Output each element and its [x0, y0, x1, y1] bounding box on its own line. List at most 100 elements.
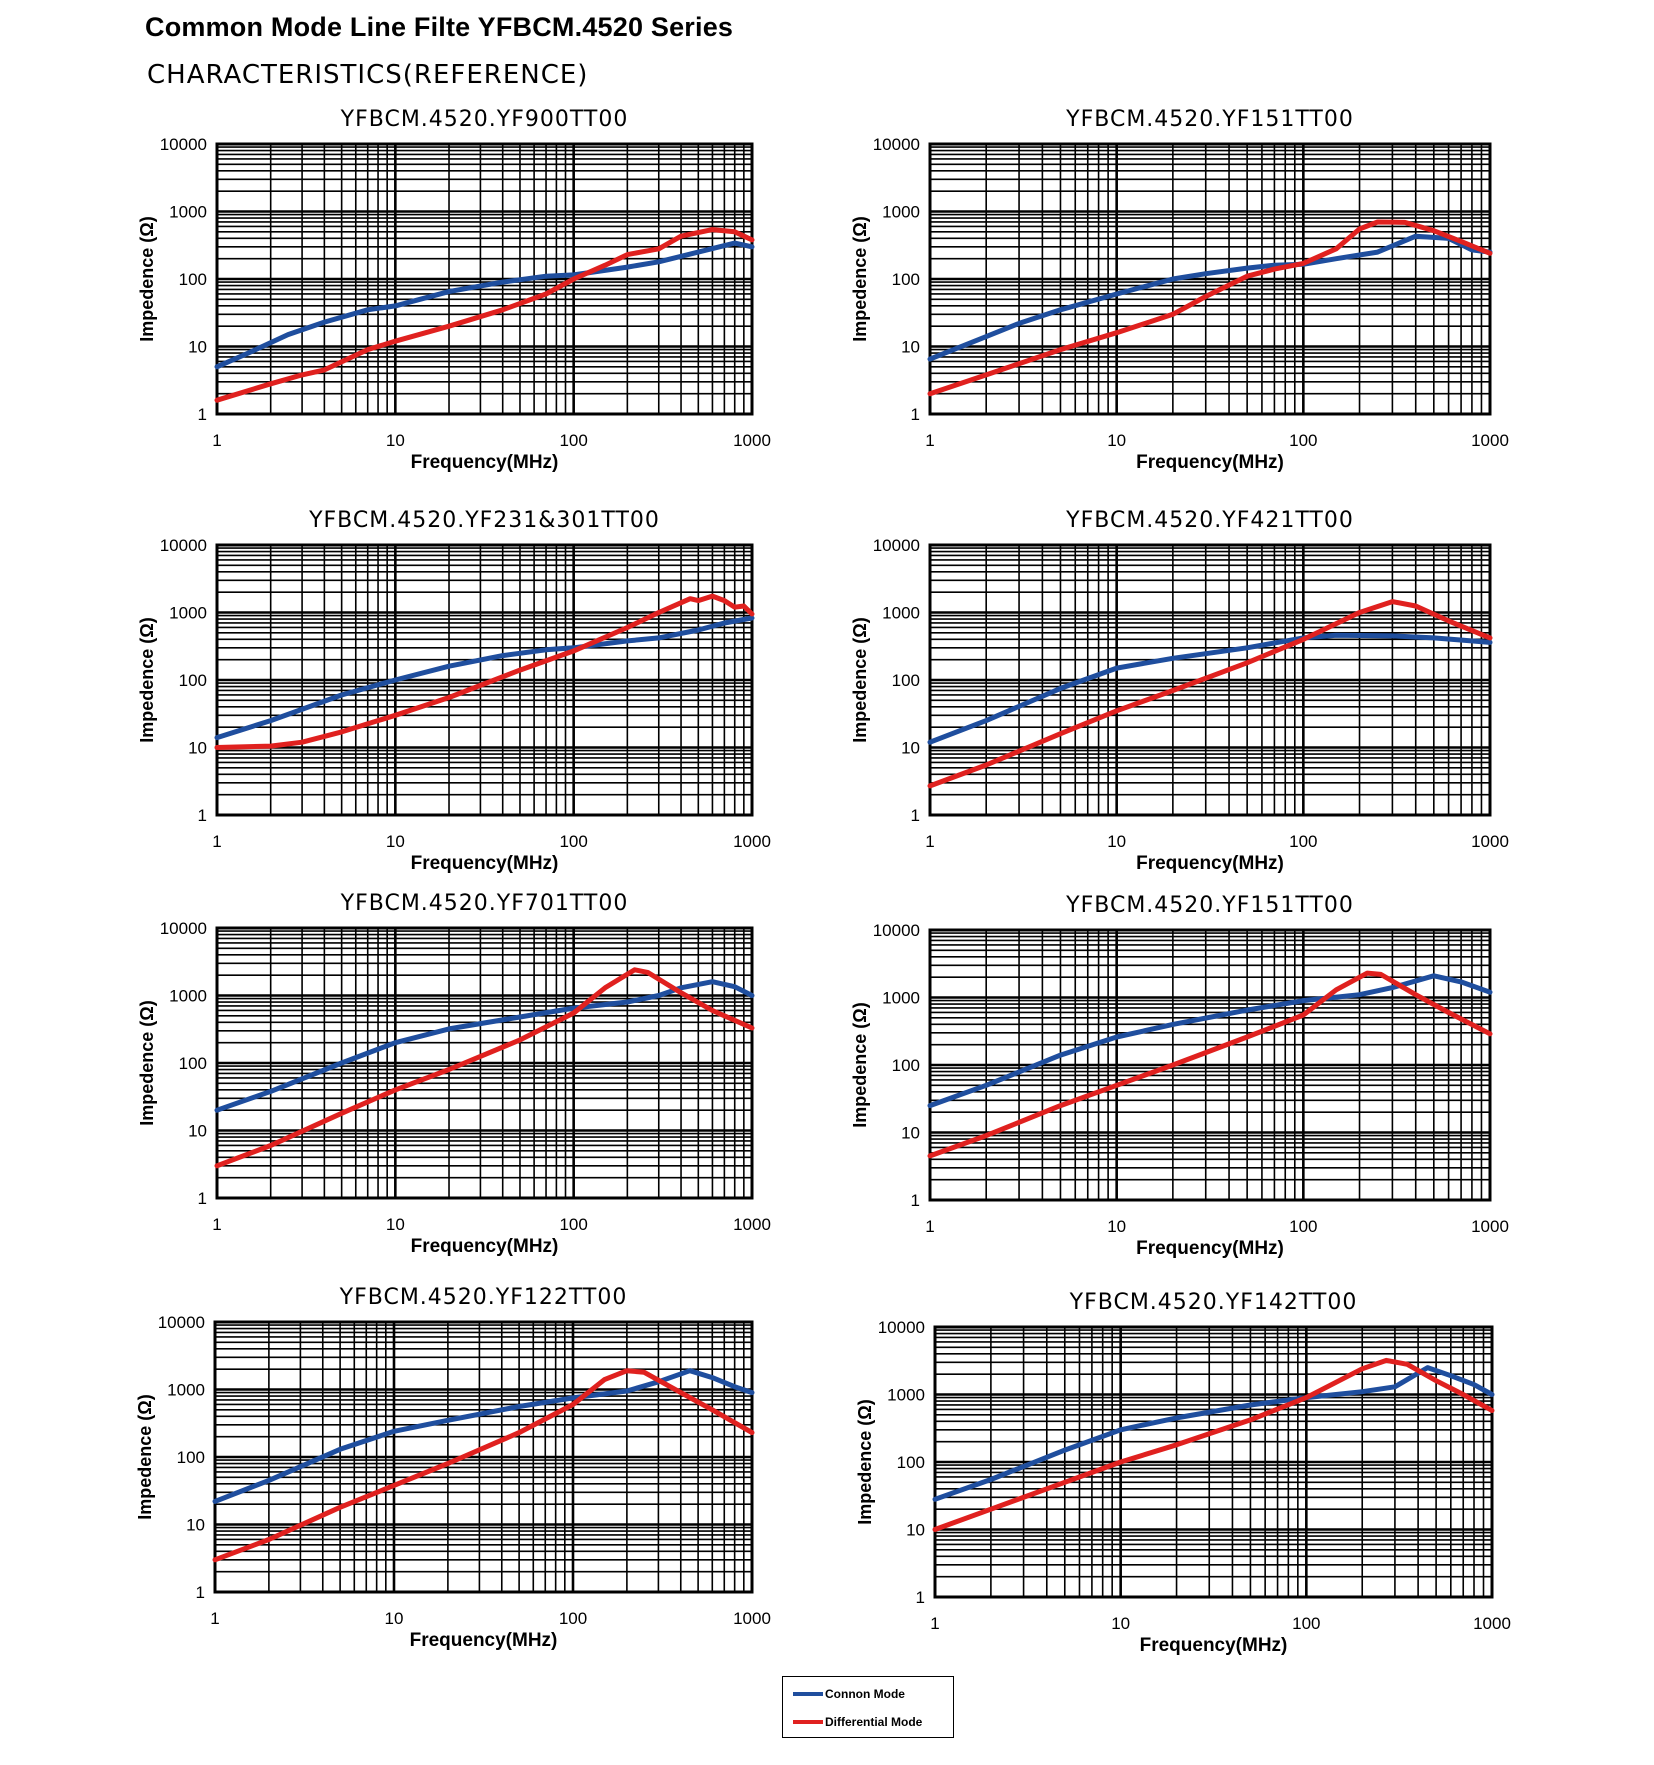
plot-frame	[933, 1325, 1494, 1599]
x-tick-label: 100	[1289, 1217, 1317, 1236]
plot-frame	[215, 543, 754, 817]
chart-grid	[928, 930, 1490, 1202]
y-tick-label: 1	[198, 1189, 207, 1208]
y-tick-label: 10000	[160, 135, 207, 154]
chart-4: YFBCM.4520.YF421TT00 1 10 100 1000 10000 1 10 10…	[850, 508, 1509, 874]
x-axis-label: Frequency(MHz)	[411, 853, 559, 874]
x-tick-label: 100	[559, 431, 587, 450]
y-tick-label: 1000	[169, 604, 207, 623]
y-axis-label: Impedence (Ω)	[850, 617, 870, 742]
x-tick-label: 10	[386, 832, 405, 851]
x-tick-label: 1000	[1471, 832, 1509, 851]
series-differential-mode	[927, 219, 1493, 397]
x-tick-label: 10	[386, 431, 405, 450]
series-common-mode	[927, 233, 1493, 362]
x-tick-label: 1	[930, 1614, 939, 1633]
y-tick-label: 1	[911, 1191, 920, 1210]
x-axis-label: Frequency(MHz)	[1136, 853, 1284, 874]
y-axis-label: Impedence (Ω)	[137, 617, 157, 742]
series-common-mode	[214, 240, 755, 370]
series-differential-mode	[214, 967, 755, 1169]
x-tick-label: 1000	[733, 1215, 771, 1234]
y-tick-label: 1000	[169, 987, 207, 1006]
y-tick-label: 100	[897, 1453, 925, 1472]
legend-label-differential-mode: Differential Mode	[825, 1715, 923, 1729]
chart-legend: Connon Mode Differential Mode	[782, 1676, 954, 1738]
chart-5: YFBCM.4520.YF701TT00 1 10 100 1000 10000 1 10 10…	[137, 891, 771, 1257]
y-tick-label: 1	[911, 405, 920, 424]
x-tick-label: 1000	[1471, 1217, 1509, 1236]
x-tick-label: 10	[1107, 832, 1126, 851]
x-tick-label: 10	[385, 1609, 404, 1628]
series-common-mode	[214, 979, 755, 1113]
chart-title: YFBCM.4520.YF421TT00	[1065, 508, 1354, 533]
x-axis-label: Frequency(MHz)	[1136, 1238, 1284, 1259]
legend-label-common-mode: Connon Mode	[825, 1687, 905, 1701]
y-axis-label: Impedence (Ω)	[850, 216, 870, 341]
plot-frame	[928, 543, 1492, 817]
y-tick-label: 1000	[167, 1381, 205, 1400]
x-tick-label: 100	[1289, 832, 1317, 851]
legend-swatch-differential-mode	[793, 1720, 823, 1724]
series-common-mode	[927, 632, 1493, 745]
x-tick-label: 100	[1292, 1614, 1320, 1633]
y-axis-label: Impedence (Ω)	[137, 216, 157, 341]
x-tick-label: 1	[925, 832, 934, 851]
x-tick-label: 1000	[1473, 1614, 1511, 1633]
series-common-mode	[214, 615, 755, 741]
chart-grid	[215, 545, 752, 817]
x-tick-label: 1	[212, 1215, 221, 1234]
y-tick-label: 100	[892, 1056, 920, 1075]
x-tick-label: 1000	[733, 1609, 771, 1628]
y-tick-label: 10	[188, 1122, 207, 1141]
x-axis-label: Frequency(MHz)	[411, 452, 559, 473]
x-tick-label: 100	[559, 1609, 587, 1628]
series-differential-mode	[932, 1357, 1495, 1532]
series-common-mode	[927, 973, 1493, 1109]
chart-title: YFBCM.4520.YF122TT00	[339, 1285, 628, 1310]
x-tick-label: 10	[1107, 431, 1126, 450]
x-tick-label: 100	[559, 832, 587, 851]
x-tick-label: 100	[1289, 431, 1317, 450]
y-tick-label: 10000	[878, 1318, 925, 1337]
chart-3: YFBCM.4520.YF231&301TT00 1 10 100 1000 10000 1…	[137, 508, 771, 874]
chart-7: YFBCM.4520.YF122TT00 1 10 100 1000 10000 1 10 10…	[135, 1285, 771, 1651]
y-tick-label: 100	[177, 1448, 205, 1467]
y-tick-label: 10	[901, 1124, 920, 1143]
x-axis-label: Frequency(MHz)	[411, 1236, 559, 1257]
chart-grid	[215, 144, 752, 416]
chart-title: YFBCM.4520.YF151TT00	[1065, 107, 1354, 132]
y-tick-label: 1000	[882, 604, 920, 623]
chart-title: YFBCM.4520.YF142TT00	[1069, 1290, 1358, 1315]
y-tick-label: 10000	[160, 536, 207, 555]
y-tick-label: 10000	[158, 1313, 205, 1332]
chart-title: YFBCM.4520.YF151TT00	[1065, 893, 1354, 918]
chart-1: YFBCM.4520.YF900TT00 1 10 100 1000 10000 1 10 10…	[137, 107, 771, 473]
y-tick-label: 100	[892, 671, 920, 690]
chart-title: YFBCM.4520.YF900TT00	[340, 107, 629, 132]
y-tick-label: 1	[911, 806, 920, 825]
y-tick-label: 100	[892, 270, 920, 289]
series-differential-mode	[214, 227, 755, 403]
x-axis-label: Frequency(MHz)	[1140, 1635, 1288, 1656]
y-axis-label: Impedence (Ω)	[135, 1394, 155, 1519]
y-axis-label: Impedence (Ω)	[850, 1002, 870, 1127]
y-tick-label: 1	[916, 1588, 925, 1607]
document-title: Common Mode Line Filte YFBCM.4520 Series	[145, 12, 734, 42]
chart-grid	[928, 545, 1490, 817]
y-tick-label: 10000	[873, 536, 920, 555]
x-tick-label: 1000	[733, 431, 771, 450]
y-tick-label: 10	[188, 739, 207, 758]
chart-6: YFBCM.4520.YF151TT00 1 10 100 1000 10000 1 10 10…	[850, 893, 1509, 1259]
x-tick-label: 100	[559, 1215, 587, 1234]
x-tick-label: 1	[212, 832, 221, 851]
x-tick-label: 1	[210, 1609, 219, 1628]
document-subtitle: CHARACTERISTICS(REFERENCE)	[147, 60, 589, 90]
x-tick-label: 1	[925, 1217, 934, 1236]
plot-frame	[928, 928, 1492, 1202]
chart-2: YFBCM.4520.YF151TT00 1 10 100 1000 10000 1 10 10…	[850, 107, 1509, 473]
series-differential-mode	[212, 1368, 755, 1563]
chart-title: YFBCM.4520.YF231&301TT00	[308, 508, 660, 533]
x-tick-label: 10	[1111, 1614, 1130, 1633]
